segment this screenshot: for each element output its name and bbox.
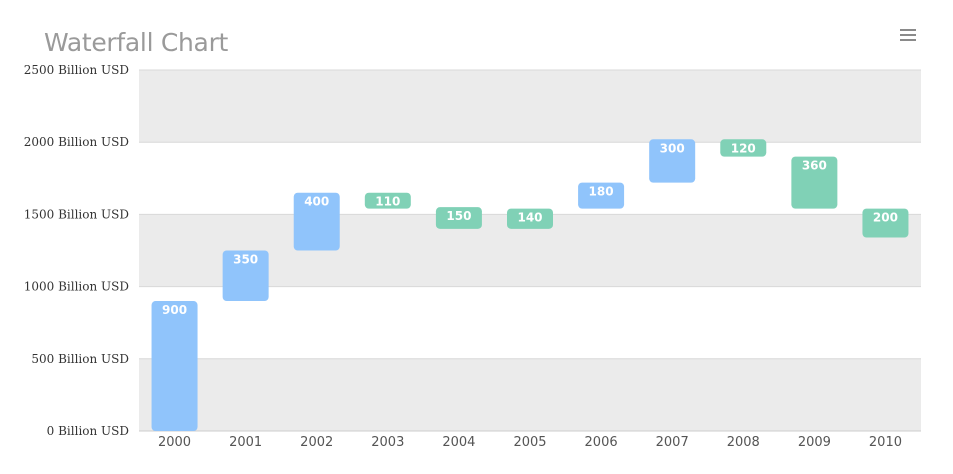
plot-bands	[139, 70, 921, 431]
bar-2010[interactable]	[862, 208, 909, 238]
bar-2008[interactable]	[720, 139, 767, 157]
x-axis: 2000 2001 2002 2003 2004 2005 2006 2007 2008 2009…	[158, 435, 902, 450]
hamburger-menu-icon[interactable]	[898, 27, 918, 43]
bar-2007[interactable]	[649, 139, 696, 183]
data-label-2001: 350	[233, 253, 258, 267]
bars: 900 350 400 110 150 140 180 300 120 360 200	[151, 139, 909, 431]
x-tick-label: 2009	[798, 435, 831, 450]
x-tick-label: 2004	[442, 435, 475, 450]
bar-2009[interactable]	[791, 156, 838, 209]
bar-2005[interactable]	[507, 208, 553, 229]
bar-2006[interactable]	[578, 182, 625, 209]
x-tick-label: 2010	[869, 435, 902, 450]
bar-2004[interactable]	[435, 207, 482, 229]
data-label-2009: 360	[802, 159, 827, 173]
x-tick-label: 2001	[229, 435, 262, 450]
data-label-2002: 400	[304, 195, 329, 209]
data-label-2004: 150	[446, 209, 471, 223]
y-axis: 0 Billion USD 500 Billion USD 1000 Billion…	[24, 63, 129, 438]
data-label-2008: 120	[731, 141, 756, 155]
y-tick-label: 1500 Billion USD	[24, 207, 129, 221]
data-label-2003: 110	[375, 195, 400, 209]
plot-band-4	[139, 70, 921, 143]
y-tick-label: 1000 Billion USD	[24, 280, 129, 294]
chart-title: Waterfall Chart	[44, 28, 229, 57]
y-tick-label: 0 Billion USD	[47, 424, 129, 438]
x-tick-label: 2005	[513, 435, 546, 450]
y-tick-label: 2500 Billion USD	[24, 63, 129, 77]
x-tick-label: 2008	[727, 435, 760, 450]
data-label-2010: 200	[873, 211, 898, 225]
y-tick-label: 2000 Billion USD	[24, 135, 129, 149]
plot-band-0	[139, 358, 921, 431]
bar-2001[interactable]	[222, 250, 269, 302]
bar-2002[interactable]	[293, 192, 340, 251]
data-label-2005: 140	[517, 211, 542, 225]
y-tick-label: 500 Billion USD	[31, 352, 129, 366]
data-label-2000: 900	[162, 303, 187, 317]
x-tick-label: 2003	[371, 435, 404, 450]
x-tick-label: 2006	[585, 435, 618, 450]
x-tick-label: 2000	[158, 435, 191, 450]
bar-2000[interactable]	[151, 301, 198, 431]
x-tick-label: 2007	[656, 435, 689, 450]
bar-2003[interactable]	[364, 192, 411, 209]
data-label-2007: 300	[660, 141, 685, 155]
x-tick-label: 2002	[300, 435, 333, 450]
data-label-2006: 180	[589, 185, 614, 199]
